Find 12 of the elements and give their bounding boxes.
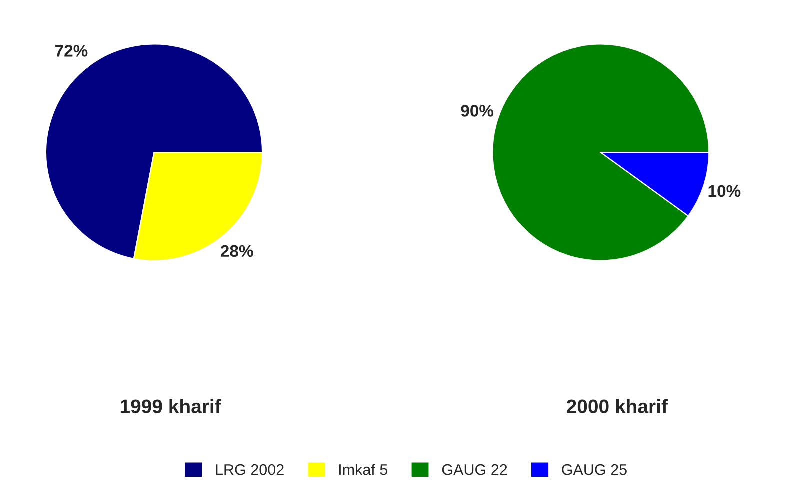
data-label: 90% [461, 105, 494, 117]
data-label: 28% [220, 245, 254, 258]
data-label: 10% [708, 185, 741, 198]
data-label: 72% [56, 45, 88, 57]
legend-label: LRG 2002 [216, 464, 284, 476]
text: 2000 kharif [566, 399, 668, 414]
pie-slice [492, 44, 710, 262]
legend-label: GAUG 22 [442, 464, 508, 476]
pie-slice [45, 44, 264, 260]
legend-label: GAUG 25 [562, 464, 627, 476]
legend-label: Imkaf 5 [340, 464, 388, 476]
text: 1999 kharif [120, 399, 222, 414]
